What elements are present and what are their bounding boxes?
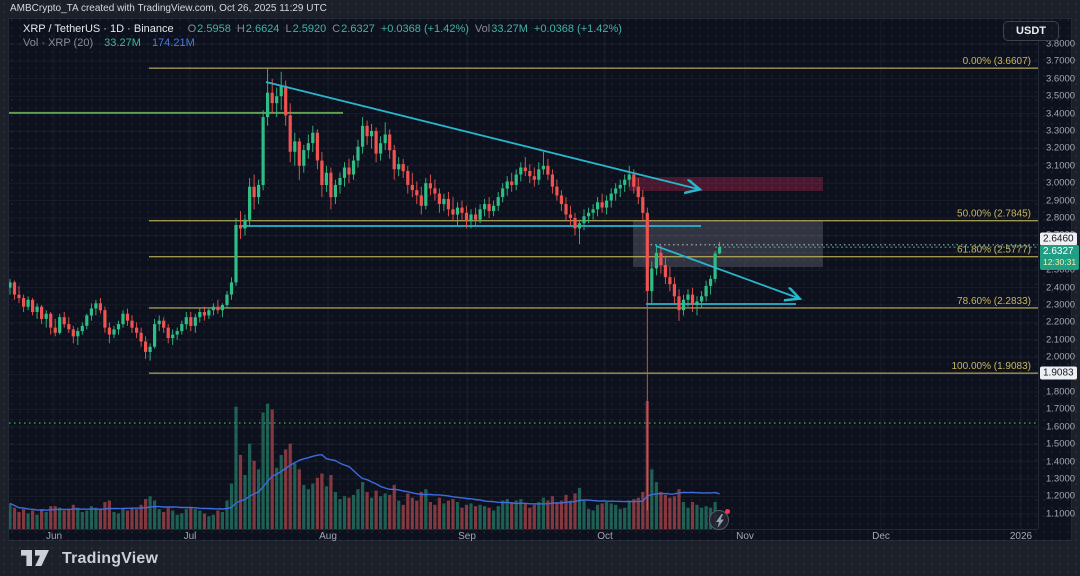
symbol-legend: XRP / TetherUS · 1D · Binance O2.5958 H2.6… [23,23,622,51]
price-tick: 1.3000 [1046,473,1076,485]
price-tick: 2.4000 [1046,282,1076,294]
price-tick: 2.8000 [1046,212,1076,224]
price-tick: 1.2000 [1046,490,1076,502]
time-tick-sep: Sep [458,531,476,542]
legend-value: 2.6624 [245,23,280,35]
chart-canvas[interactable]: 0.00% (3.6607) 50.00% (2.7845) 61.80% (2.5… [8,19,1038,542]
volume-value: 33.27M [104,37,141,49]
fib-100-price-label: 1.9083 [1040,366,1077,380]
price-tick: 1.7000 [1046,403,1076,415]
legend-key: Vol [474,23,491,35]
price-tick: 3.1000 [1046,160,1076,172]
legend-value: +0.0368 (+1.42%) [533,23,622,35]
prev-close-price-label: 2.6460 [1040,232,1077,245]
bar-countdown: 12:30:31 [1043,257,1077,267]
last-price-label: 2.6327 12:30:31 [1040,245,1080,270]
price-tick: 3.7000 [1046,55,1076,67]
legend-value: 2.6327 [341,23,375,35]
price-tick: 3.5000 [1046,90,1076,102]
price-tick: 2.1000 [1046,334,1076,346]
price-tick: 2.9000 [1046,195,1076,207]
time-tick-dec: Dec [872,531,890,542]
legend-row-main: XRP / TetherUS · 1D · Binance O2.5958 H2.6… [23,23,622,36]
price-tick: 1.8000 [1046,386,1076,398]
time-tick-jul: Jul [183,531,197,542]
legend-key: H [236,23,245,35]
time-tick-nov: Nov [736,531,754,542]
price-tick: 3.3000 [1046,125,1076,137]
instant-trading-icon[interactable] [709,509,730,530]
svg-text:78.60% (2.2833): 78.60% (2.2833) [957,296,1031,307]
currency-toggle-button[interactable]: USDT [1003,21,1059,41]
legend-value: 2.5920 [292,23,327,35]
svg-text:50.00% (2.7845): 50.00% (2.7845) [957,209,1031,220]
legend-key: O [187,23,197,35]
volume-ma-value: 174.21M [151,37,195,49]
volume-indicator-label: Vol · XRP (20) [23,37,94,49]
price-tick: 3.6000 [1046,73,1076,85]
attribution-text: AMBCrypto_TA created with TradingView.co… [10,3,327,14]
price-tick: 3.0000 [1046,177,1076,189]
symbol-title: XRP / TetherUS · 1D · Binance [23,23,174,35]
price-tick: 3.2000 [1046,142,1076,154]
ohlc-values: O2.5958 H2.6624 L2.5920 C2.6327 +0.0368 (+1.… [182,23,622,35]
svg-text:0.00% (3.6607): 0.00% (3.6607) [963,56,1031,67]
price-tick: 1.1000 [1046,508,1076,520]
tradingview-brand-link[interactable]: TradingView [18,550,158,568]
price-tick: 1.4000 [1046,456,1076,468]
price-tick: 3.8000 [1046,38,1076,50]
price-tick: 2.2000 [1046,316,1076,328]
lightning-bolt-icon [715,513,724,528]
notification-dot [725,509,730,514]
price-tick: 2.0000 [1046,351,1076,363]
price-tick: 1.6000 [1046,421,1076,433]
price-tick: 1.5000 [1046,438,1076,450]
price-tick: 2.5000 [1046,264,1076,276]
time-tick-jun: Jun [45,531,63,542]
price-axis[interactable]: 1.1000 1.2000 1.3000 1.4000 1.5000 1.6000 1.70… [1038,19,1080,529]
time-tick-oct: Oct [597,531,613,542]
legend-value: +0.0368 (+1.42%) [380,23,469,35]
time-tick-2026: 2026 [1009,531,1033,542]
tradingview-logo-icon [21,550,49,566]
legend-row-volume: Vol · XRP (20) 33.27M 174.21M [23,37,622,50]
price-tick: 2.3000 [1046,299,1076,311]
legend-value: 33.27M [491,23,528,35]
svg-text:61.80% (2.5777): 61.80% (2.5777) [957,245,1031,256]
time-axis[interactable]: Jun Jul Aug Sep Oct Nov Dec 2026 [9,529,1038,543]
tradingview-brand-text: TradingView [62,549,159,567]
svg-text:100.00% (1.9083): 100.00% (1.9083) [951,361,1031,372]
legend-key: C [332,23,341,35]
price-tick: 3.4000 [1046,108,1076,120]
legend-key: L [285,23,292,35]
legend-value: 2.5958 [197,23,231,35]
footer-bar: TradingView [0,541,1080,576]
time-tick-aug: Aug [319,531,337,542]
chart-panel: XRP / TetherUS · 1D · Binance O2.5958 H2.6… [8,18,1080,543]
